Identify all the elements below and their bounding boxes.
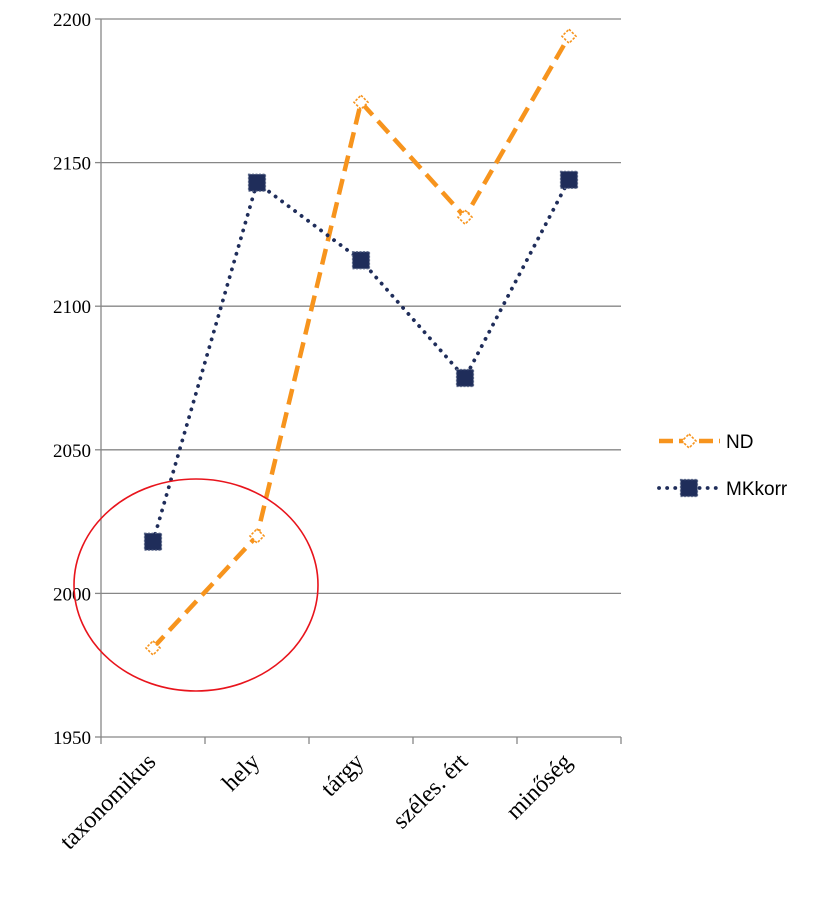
legend-label: ND — [726, 432, 753, 453]
series-line — [151, 177, 571, 544]
point-marker — [351, 251, 371, 270]
legend-item-nd: ND — [659, 432, 753, 453]
legend: ND MKkorr — [657, 432, 788, 500]
point-marker — [143, 532, 163, 551]
annotation-layer — [73, 478, 319, 692]
point-marker — [144, 639, 162, 657]
series-nd — [144, 28, 578, 657]
x-axis-tick-labels: taxonomikus hely tárgy széles. ért minőség — [55, 749, 577, 855]
series-line — [151, 35, 571, 650]
y-tick-label: 2100 — [53, 297, 91, 318]
point-marker — [680, 432, 698, 450]
y-axis-tick-labels: 1950 2000 2050 2100 2150 2200 — [53, 10, 91, 749]
x-tick-label: hely — [218, 749, 266, 797]
point-marker — [559, 170, 579, 189]
series-layer — [143, 28, 579, 657]
point-marker — [247, 173, 267, 192]
legend-item-mkkorr: MKkorr — [657, 478, 788, 500]
y-tick-label: 2050 — [53, 441, 91, 462]
y-tick-label: 1950 — [53, 728, 91, 749]
y-tick-label: 2150 — [53, 154, 91, 175]
point-marker — [456, 209, 474, 226]
x-tick-label: széles. ért — [388, 749, 474, 835]
point-marker — [560, 28, 578, 45]
legend-label: MKkorr — [726, 479, 788, 500]
gridlines — [101, 18, 621, 595]
point-marker — [455, 368, 475, 388]
annotation-circle — [73, 478, 319, 692]
y-tick-label: 2000 — [53, 584, 91, 605]
x-tick-label: taxonomikus — [55, 749, 161, 855]
x-tick-label: minőség — [501, 749, 577, 825]
point-marker — [679, 478, 699, 498]
y-tick-label: 2200 — [53, 10, 91, 31]
point-marker — [248, 527, 266, 545]
axes — [95, 18, 622, 744]
x-tick-label: tárgy — [316, 749, 369, 802]
series-mkkorr — [143, 170, 579, 551]
point-marker — [352, 94, 370, 111]
